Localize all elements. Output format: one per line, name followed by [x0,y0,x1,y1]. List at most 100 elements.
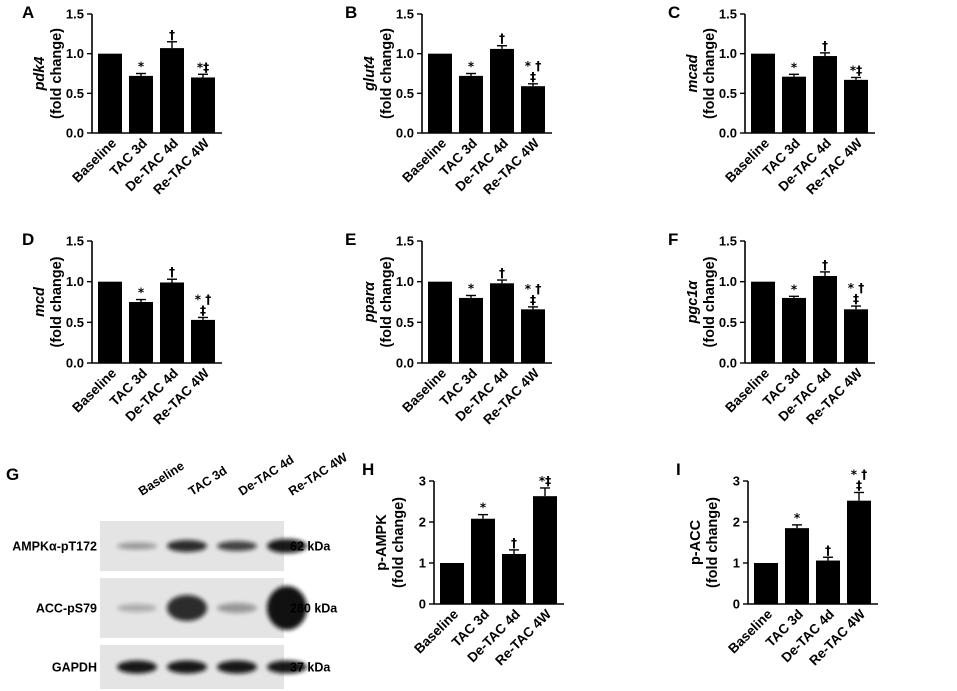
y-axis-label: pdk4(fold change) [32,28,65,119]
y-axis-label: p-AMPK(fold change) [374,497,407,588]
y-tick-label: 1.0 [66,274,84,289]
blot-band [117,604,157,612]
panel-label: G [6,465,19,484]
bar [782,76,806,133]
y-tick-label: 1.5 [66,7,84,22]
category-label: Baseline [399,365,449,415]
y-tick-label: 2 [733,515,740,530]
protein-label: ACC-pS79 [36,602,97,616]
y-tick-label: 1.0 [396,46,414,61]
bar [191,319,215,363]
bar [521,309,545,363]
significance-mark: ‡ [856,478,862,492]
bar [160,48,184,133]
lane-label: Baseline [136,459,187,499]
bar [98,53,122,133]
significance-mark: † [511,536,517,550]
y-tick-label: 0.5 [396,315,414,330]
lane-label: TAC 3d [186,463,230,498]
y-tick-label: 1.5 [396,7,414,22]
blot-row: ACC-pS79 280 kDa [36,578,338,638]
y-tick-label: 2 [419,515,426,530]
blot-band [167,660,207,674]
significance-mark: ‡ [530,70,536,84]
bar [160,282,184,363]
bar [129,302,153,363]
bar [129,75,153,133]
significance-mark: † [822,39,828,53]
blot-band [267,660,307,674]
significance-mark: * [791,282,798,296]
protein-label: GAPDH [52,661,97,675]
panel-label: C [668,3,680,22]
significance-mark: * [138,286,145,300]
bar [813,56,837,134]
significance-mark: † [169,265,175,279]
y-tick-label: 1.5 [719,7,737,22]
category-label: Baseline [722,135,772,185]
bar [459,297,483,363]
significance-mark: † [825,543,831,557]
blot-band [267,539,307,553]
bar [844,309,868,363]
significance-mark: * [791,60,798,74]
bar [813,275,837,363]
significance-mark: * [468,281,475,295]
panel-label: I [676,460,681,479]
significance-mark: *‡ [197,60,209,74]
category-label: Baseline [411,606,461,656]
bar [459,75,483,133]
significance-mark: ‡ [200,303,206,317]
y-tick-label: 1.0 [719,46,737,61]
bar [440,563,464,604]
significance-mark: † [169,28,175,42]
category-label: Baseline [722,365,772,415]
bar [428,53,452,133]
category-label: Baseline [399,135,449,185]
blot-band [217,603,257,613]
y-tick-label: 1.0 [719,274,737,289]
panel-label: D [22,230,34,249]
protein-label: AMPKα-pT172 [12,540,97,554]
y-axis-label: mcd(fold change) [32,256,65,347]
size-label: 62 kDa [290,540,331,554]
bar [502,553,526,604]
size-label: 37 kDa [290,661,331,675]
panel-label: F [668,230,678,249]
bar [847,500,871,604]
y-tick-label: 0.0 [719,356,737,371]
y-tick-label: 0.5 [66,86,84,101]
bar [98,281,122,363]
bar [785,528,809,604]
significance-mark: * [794,511,801,525]
blot-band [267,586,307,630]
significance-mark: † [499,266,505,280]
blot-band [217,660,257,674]
y-tick-label: 0.0 [66,126,84,141]
y-tick-label: 0.5 [719,315,737,330]
y-tick-label: 0.0 [66,356,84,371]
significance-mark: † [499,32,505,46]
significance-mark: * † [525,282,541,296]
significance-mark: * † [195,292,211,306]
significance-mark: ‡ [853,292,859,306]
blot-band [217,541,257,551]
bar [751,281,775,363]
blot-row: AMPKα-pT172 62 kDa [12,521,331,571]
y-tick-label: 0 [419,597,426,612]
significance-mark: * † [851,467,867,481]
y-tick-label: 1.5 [396,234,414,249]
y-tick-label: 3 [733,474,740,489]
bar [428,281,452,363]
panel-label: E [345,230,356,249]
y-tick-label: 1.5 [66,234,84,249]
panel-label: A [22,3,34,22]
significance-mark: † [822,258,828,272]
lane-label: De-TAC 4d [236,452,296,498]
bar [844,79,868,133]
blot-band [117,542,157,550]
